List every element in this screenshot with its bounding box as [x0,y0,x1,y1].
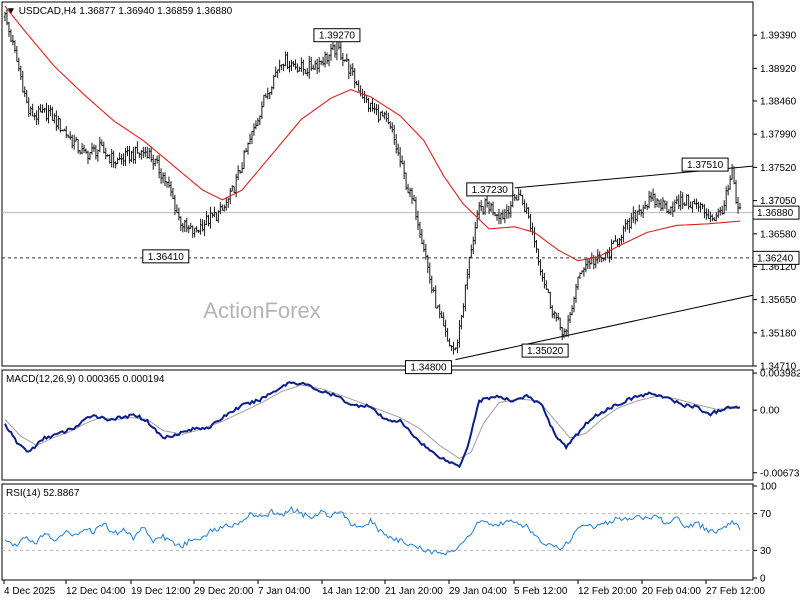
price-axis-label: 1.34710 [760,362,797,373]
price-axis-label: 1.36580 [760,229,797,240]
low-value: 1.36859 [157,6,194,17]
rsi-axis-label: 0 [760,574,766,585]
close-value: 1.36880 [196,6,233,17]
current-price-tag: 1.36880 [752,205,800,220]
price-axis-label: 1.35180 [760,328,797,339]
current-price-tag-text: 1.36880 [757,208,794,219]
support-level-tag-text: 1.36240 [757,253,794,264]
axis-layer: 1.39390 1.38920 1.38460 1.37990 1.37520 1.370… [3,31,800,597]
price-bar [738,202,742,210]
price-axis-label: 1.38460 [760,96,797,107]
price-label: 1.37510 [681,157,729,172]
support-level-tag: 1.36240 [752,250,800,265]
price-label: 1.35020 [521,343,569,358]
time-axis-label: 27 Feb 12:00 [706,586,765,597]
high-value: 1.36940 [118,6,155,17]
lower-trendline [455,294,754,361]
open-value: 1.36877 [79,6,116,17]
time-axis-label: 4 Dec 2025 [4,586,56,597]
macd-axis-label: 0.003982 [760,369,800,380]
price-axis-label: 1.36120 [760,262,797,273]
time-axis-label: 7 Jan 04:00 [258,586,311,597]
price-axis-label: 1.37520 [760,163,797,174]
rsi-title: RSI(14) [6,488,40,499]
macd-title: MACD(12,26,9) [6,374,75,385]
price-label-box [142,249,190,264]
time-axis-label: 20 Feb 04:00 [642,586,701,597]
price-label-text: 1.37510 [687,160,724,171]
price-label-text: 1.35020 [527,346,564,357]
rsi-value: 52.8867 [43,488,80,499]
rsi-line [4,506,741,556]
watermark: ActionForex [203,298,320,323]
rsi-axis-label: 30 [760,546,772,557]
price-label: 1.34800 [404,360,452,375]
macd-panel-frame [1,369,754,481]
signal-value: 0.000194 [123,374,165,385]
price-label-text: 1.39270 [319,31,356,42]
price-label: 1.36410 [142,249,190,264]
price-axis-label: 1.38920 [760,64,797,75]
price-label: 1.39270 [313,28,361,43]
price-label-text: 1.34800 [410,363,447,374]
price-header: ▼ USDCAD,H4 1.36877 1.36940 1.36859 1.36… [6,6,233,17]
rsi-axis-label: 100 [760,482,777,493]
price-label-box [521,343,569,358]
price-axis-label: 1.37050 [760,196,797,207]
rsi-axis-label: 70 [760,509,772,520]
current-price-tag-box [752,205,800,220]
time-axis-label: 14 Jan 12:00 [322,586,380,597]
price-label-box [681,157,729,172]
macd-value: 0.000365 [78,374,120,385]
time-axis-label: 19 Dec 12:00 [131,586,191,597]
price-label-box [466,182,514,197]
macd-layer [4,381,741,469]
time-axis-label: 12 Dec 04:00 [66,586,126,597]
price-axis-label: 1.37990 [760,130,797,141]
macd-line [4,381,741,469]
moving-average-line [4,5,741,262]
price-axis-label: 1.39390 [760,31,797,42]
price-label-box [313,28,361,43]
rsi-layer [2,506,753,556]
time-axis-label: 12 Feb 20:00 [578,586,637,597]
macd-axis-label: 0.00 [760,406,780,417]
price-label-text: 1.37230 [472,185,509,196]
rsi-panel-frame [1,483,754,581]
price-label-text: 1.36410 [148,252,185,263]
macd-axis-label: -0.006737 [760,468,800,479]
price-panel-frame [1,1,754,367]
price-layer: 1.39270 1.37510 1.37230 1.36410 1.35020 1.348… [2,5,754,375]
price-axis-label: 1.35650 [760,295,797,306]
symbol-label: USDCAD,H4 [19,6,77,17]
time-axis-label: 21 Jan 20:00 [385,586,443,597]
support-level-tag-box [752,250,800,265]
macd-header: MACD(12,26,9) 0.000365 0.000194 [6,374,165,385]
time-axis-label: 29 Jan 04:00 [449,586,507,597]
rsi-header: RSI(14) 52.8867 [6,488,80,499]
price-label: 1.37230 [466,182,514,197]
time-axis-label: 29 Dec 20:00 [194,586,254,597]
time-axis-label: 5 Feb 12:00 [514,586,568,597]
price-label-box [404,360,452,375]
header-dropdown-icon[interactable]: ▼ [6,6,19,17]
